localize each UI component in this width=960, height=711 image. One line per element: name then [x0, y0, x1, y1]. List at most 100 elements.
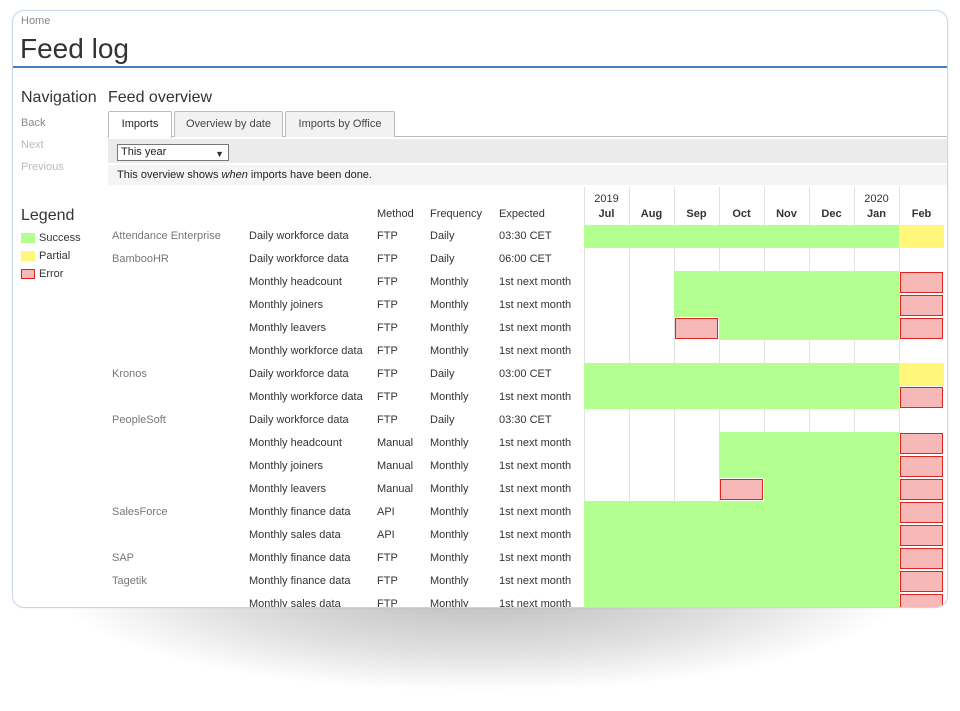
status-success-cell[interactable]	[629, 386, 674, 409]
status-success-cell[interactable]	[854, 432, 899, 455]
status-error-cell[interactable]	[900, 479, 943, 500]
status-success-cell[interactable]	[719, 225, 764, 248]
status-success-cell[interactable]	[764, 294, 809, 317]
status-success-cell[interactable]	[719, 455, 764, 478]
status-success-cell[interactable]	[674, 593, 719, 607]
status-error-cell[interactable]	[900, 525, 943, 546]
status-success-cell[interactable]	[809, 547, 854, 570]
status-success-cell[interactable]	[809, 478, 854, 501]
status-success-cell[interactable]	[629, 547, 674, 570]
status-success-cell[interactable]	[764, 593, 809, 607]
status-success-cell[interactable]	[629, 501, 674, 524]
status-partial-cell[interactable]	[899, 225, 944, 248]
status-success-cell[interactable]	[584, 524, 629, 547]
status-success-cell[interactable]	[674, 524, 719, 547]
status-success-cell[interactable]	[674, 547, 719, 570]
status-success-cell[interactable]	[809, 294, 854, 317]
status-error-cell[interactable]	[900, 318, 943, 339]
status-success-cell[interactable]	[854, 363, 899, 386]
status-success-cell[interactable]	[809, 386, 854, 409]
status-success-cell[interactable]	[764, 317, 809, 340]
status-success-cell[interactable]	[674, 271, 719, 294]
status-error-cell[interactable]	[900, 594, 943, 607]
status-success-cell[interactable]	[764, 478, 809, 501]
status-error-cell[interactable]	[900, 433, 943, 454]
status-success-cell[interactable]	[854, 225, 899, 248]
breadcrumb-home[interactable]: Home	[21, 15, 51, 27]
status-success-cell[interactable]	[629, 524, 674, 547]
status-success-cell[interactable]	[809, 501, 854, 524]
status-error-cell[interactable]	[720, 479, 763, 500]
period-select[interactable]: This year ▼	[117, 144, 229, 161]
status-success-cell[interactable]	[629, 363, 674, 386]
status-success-cell[interactable]	[719, 317, 764, 340]
status-success-cell[interactable]	[674, 225, 719, 248]
status-success-cell[interactable]	[674, 501, 719, 524]
status-success-cell[interactable]	[854, 386, 899, 409]
status-success-cell[interactable]	[809, 455, 854, 478]
status-success-cell[interactable]	[584, 570, 629, 593]
status-success-cell[interactable]	[719, 271, 764, 294]
status-error-cell[interactable]	[900, 456, 943, 477]
status-success-cell[interactable]	[854, 524, 899, 547]
status-success-cell[interactable]	[809, 570, 854, 593]
status-success-cell[interactable]	[764, 386, 809, 409]
status-success-cell[interactable]	[719, 501, 764, 524]
status-success-cell[interactable]	[674, 570, 719, 593]
tab-imports[interactable]: Imports	[108, 111, 172, 138]
nav-back-link[interactable]: Back	[21, 117, 46, 129]
status-success-cell[interactable]	[854, 455, 899, 478]
status-success-cell[interactable]	[809, 317, 854, 340]
status-success-cell[interactable]	[674, 386, 719, 409]
status-error-cell[interactable]	[900, 571, 943, 592]
status-success-cell[interactable]	[584, 593, 629, 607]
status-success-cell[interactable]	[719, 570, 764, 593]
status-success-cell[interactable]	[764, 547, 809, 570]
tab-overview-by-date[interactable]: Overview by date	[174, 111, 283, 137]
status-success-cell[interactable]	[809, 432, 854, 455]
status-success-cell[interactable]	[584, 225, 629, 248]
status-success-cell[interactable]	[764, 501, 809, 524]
status-success-cell[interactable]	[629, 570, 674, 593]
status-success-cell[interactable]	[584, 363, 629, 386]
status-success-cell[interactable]	[854, 478, 899, 501]
status-success-cell[interactable]	[854, 271, 899, 294]
status-success-cell[interactable]	[764, 524, 809, 547]
status-success-cell[interactable]	[809, 225, 854, 248]
status-success-cell[interactable]	[854, 501, 899, 524]
status-success-cell[interactable]	[719, 547, 764, 570]
status-success-cell[interactable]	[764, 432, 809, 455]
status-success-cell[interactable]	[764, 570, 809, 593]
tab-imports-by-office[interactable]: Imports by Office	[285, 111, 395, 137]
status-success-cell[interactable]	[854, 547, 899, 570]
status-success-cell[interactable]	[854, 570, 899, 593]
status-success-cell[interactable]	[584, 547, 629, 570]
status-success-cell[interactable]	[854, 317, 899, 340]
status-success-cell[interactable]	[809, 363, 854, 386]
status-success-cell[interactable]	[809, 271, 854, 294]
status-success-cell[interactable]	[764, 455, 809, 478]
status-success-cell[interactable]	[674, 363, 719, 386]
status-error-cell[interactable]	[900, 548, 943, 569]
status-success-cell[interactable]	[854, 294, 899, 317]
status-error-cell[interactable]	[900, 387, 943, 408]
status-error-cell[interactable]	[900, 295, 943, 316]
status-success-cell[interactable]	[584, 501, 629, 524]
status-error-cell[interactable]	[675, 318, 718, 339]
status-success-cell[interactable]	[719, 386, 764, 409]
status-success-cell[interactable]	[809, 524, 854, 547]
status-error-cell[interactable]	[900, 272, 943, 293]
status-success-cell[interactable]	[809, 593, 854, 607]
status-success-cell[interactable]	[764, 363, 809, 386]
status-success-cell[interactable]	[674, 294, 719, 317]
status-success-cell[interactable]	[719, 363, 764, 386]
status-success-cell[interactable]	[764, 271, 809, 294]
status-success-cell[interactable]	[719, 432, 764, 455]
status-success-cell[interactable]	[629, 593, 674, 607]
status-success-cell[interactable]	[764, 225, 809, 248]
status-success-cell[interactable]	[719, 524, 764, 547]
status-success-cell[interactable]	[629, 225, 674, 248]
status-partial-cell[interactable]	[899, 363, 944, 386]
status-error-cell[interactable]	[900, 502, 943, 523]
status-success-cell[interactable]	[854, 593, 899, 607]
